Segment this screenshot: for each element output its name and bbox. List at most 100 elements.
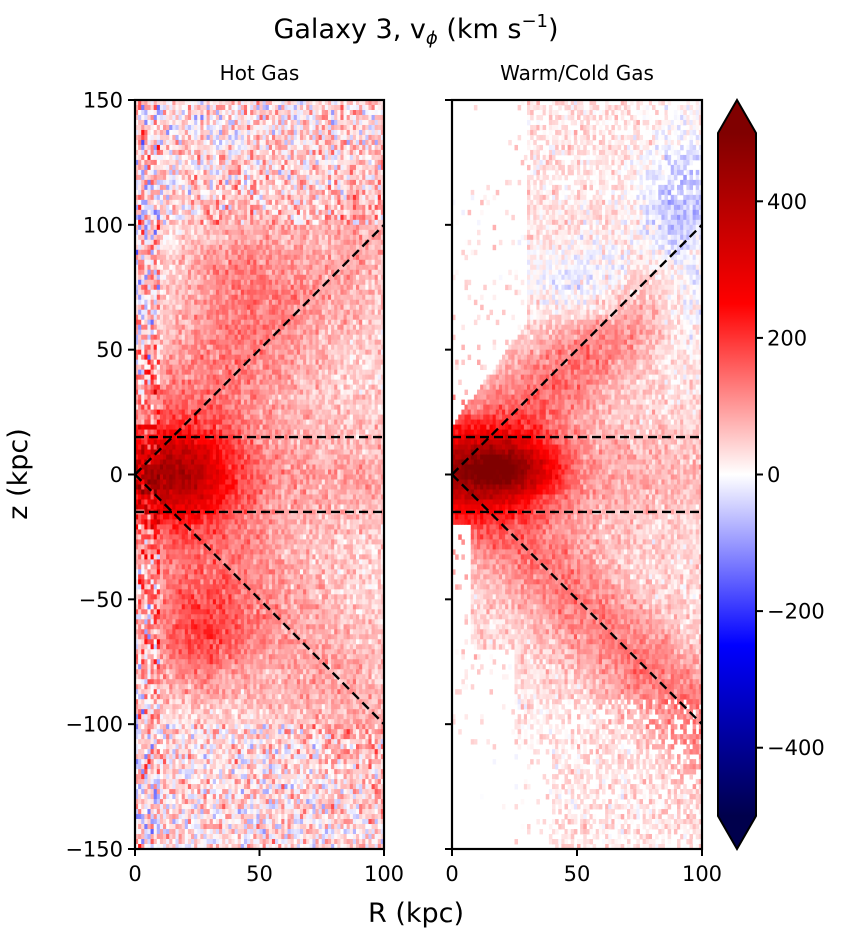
heatmap-cell [365,139,369,146]
heatmap-cell [247,304,251,311]
heatmap-cell [222,244,226,251]
heatmap-cell [206,154,211,161]
heatmap-cell [250,194,254,201]
heatmap-cell [135,109,139,116]
heatmap-cell [234,214,239,221]
heatmap-cell [352,224,357,231]
heatmap-cell [166,119,170,126]
heatmap-cell [159,189,164,196]
heatmap-cell [237,274,242,281]
heatmap-cell [327,369,332,376]
heatmap-cell [181,174,186,181]
heatmap-cell [284,249,288,256]
heatmap-cell [362,114,366,121]
heatmap-cell [156,294,161,301]
heatmap-cell [159,124,164,131]
heatmap-cell [231,399,235,405]
heatmap-cell [281,224,285,231]
heatmap-cell [352,194,357,201]
heatmap-cell [315,234,320,241]
heatmap-cell [175,249,179,256]
heatmap-cell [287,199,292,206]
heatmap-cell [349,129,354,136]
heatmap-cell [197,374,201,381]
heatmap-cell [253,349,257,356]
heatmap-cell [259,284,264,291]
heatmap-cell [259,394,264,400]
heatmap-cell [371,359,376,366]
heatmap-cell [365,324,369,331]
heatmap-cell [250,254,254,261]
heatmap-cell [343,184,348,191]
heatmap-cell [303,184,307,191]
heatmap-cell [240,109,245,116]
heatmap-cell [163,154,167,161]
heatmap-cell [318,389,323,395]
heatmap-cell [259,269,264,276]
heatmap-cell [172,394,176,400]
heatmap-cell [284,239,288,246]
heatmap-cell [231,194,235,201]
heatmap-cell [147,100,151,106]
heatmap-cell [237,349,242,356]
heatmap-cell [163,294,167,301]
heatmap-cell [178,154,183,161]
heatmap-cell [138,199,142,206]
heatmap-cell [359,284,363,291]
heatmap-cell [141,134,145,141]
heatmap-cell [138,204,142,211]
heatmap-cell [256,174,260,181]
heatmap-cell [240,119,245,126]
heatmap-cell [321,384,326,391]
heatmap-cell [191,359,195,366]
heatmap-cell [247,324,251,331]
heatmap-cell [209,299,214,306]
heatmap-cell [163,124,167,131]
heatmap-cell [318,374,323,381]
heatmap-cell [222,124,226,131]
heatmap-cell [159,229,164,236]
heatmap-cell [340,209,344,216]
heatmap-cell [290,144,295,151]
heatmap-cell [359,204,363,211]
heatmap-cell [259,384,264,391]
heatmap-cell [147,244,151,251]
heatmap-cell [194,269,198,276]
heatmap-cell [299,309,304,316]
heatmap-cell [324,404,329,410]
heatmap-cell [150,139,155,146]
heatmap-cell [219,264,223,271]
heatmap-cell [380,134,385,141]
heatmap-cell [262,344,267,351]
heatmap-cell [247,134,251,141]
heatmap-cell [365,359,369,366]
heatmap-cell [259,189,264,196]
heatmap-cell [191,284,195,291]
heatmap-cell [234,294,239,301]
heatmap-cell [253,274,257,281]
heatmap-cell [334,299,338,306]
heatmap-cell [253,404,257,410]
heatmap-cell [169,100,173,106]
heatmap-cell [169,259,173,266]
heatmap-cell [191,209,195,216]
heatmap-cell [290,269,295,276]
heatmap-cell [352,264,357,271]
heatmap-cell [303,159,307,166]
heatmap-cell [315,344,320,351]
heatmap-cell [262,224,267,231]
heatmap-cell [349,269,354,276]
heatmap-cell [303,354,307,361]
heatmap-cell [312,274,316,281]
heatmap-cell [281,369,285,376]
heatmap-cell [262,374,267,381]
heatmap-cell [377,384,382,391]
heatmap-cell [306,199,310,206]
heatmap-cell [371,214,376,221]
heatmap-cell [159,264,164,271]
heatmap-cell [343,379,348,386]
heatmap-cell [178,389,183,395]
heatmap-cell [203,374,207,381]
heatmap-cell [206,114,211,121]
heatmap-cell [334,344,338,351]
